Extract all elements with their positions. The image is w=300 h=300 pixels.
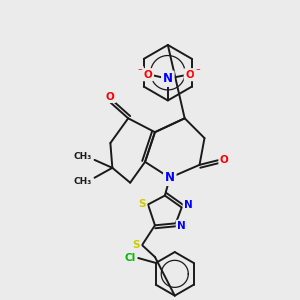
Text: ⁻: ⁻ (138, 67, 142, 76)
Text: O: O (106, 92, 115, 101)
Text: CH₃: CH₃ (74, 177, 92, 186)
Text: O: O (144, 70, 152, 80)
Text: O: O (220, 155, 229, 165)
Text: N: N (184, 200, 193, 211)
Text: S: S (138, 200, 146, 209)
Text: N: N (177, 221, 186, 231)
Text: O: O (185, 70, 194, 80)
Text: N: N (163, 72, 173, 85)
Text: CH₃: CH₃ (74, 152, 92, 161)
Text: Cl: Cl (124, 253, 136, 263)
Text: N: N (165, 171, 175, 184)
Text: S: S (132, 240, 140, 250)
Text: ⁻: ⁻ (195, 67, 200, 76)
